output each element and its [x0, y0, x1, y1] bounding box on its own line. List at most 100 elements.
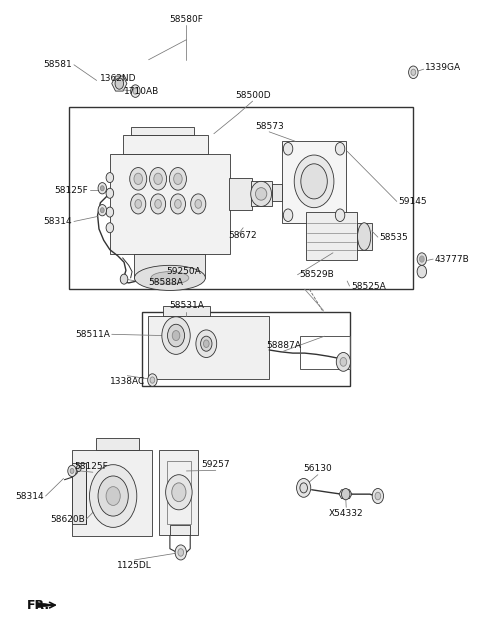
Circle shape: [300, 483, 308, 493]
Circle shape: [106, 223, 114, 233]
Circle shape: [166, 475, 192, 510]
Polygon shape: [229, 177, 252, 210]
Polygon shape: [159, 451, 198, 535]
Polygon shape: [131, 127, 193, 135]
Circle shape: [150, 377, 155, 383]
Text: 58500D: 58500D: [235, 91, 270, 100]
Circle shape: [201, 336, 212, 351]
Ellipse shape: [255, 187, 267, 200]
Circle shape: [340, 358, 347, 366]
Circle shape: [411, 69, 416, 76]
Circle shape: [100, 208, 104, 213]
Polygon shape: [163, 306, 210, 316]
Polygon shape: [339, 490, 352, 498]
Circle shape: [133, 88, 138, 94]
Circle shape: [283, 143, 293, 155]
Circle shape: [336, 209, 345, 221]
Polygon shape: [170, 526, 190, 535]
Circle shape: [408, 66, 418, 78]
Circle shape: [150, 168, 167, 190]
Text: 1710AB: 1710AB: [124, 86, 159, 95]
Polygon shape: [357, 223, 372, 250]
Circle shape: [155, 199, 161, 208]
Circle shape: [106, 173, 114, 182]
Text: 58511A: 58511A: [75, 330, 110, 339]
Polygon shape: [37, 603, 55, 608]
Circle shape: [175, 199, 181, 208]
Polygon shape: [72, 463, 86, 524]
Circle shape: [294, 155, 334, 208]
Polygon shape: [110, 154, 230, 254]
Text: 56130: 56130: [303, 464, 332, 473]
Text: 1339GA: 1339GA: [425, 63, 461, 73]
Circle shape: [131, 85, 140, 97]
Text: FR.: FR.: [27, 599, 50, 611]
Polygon shape: [96, 438, 139, 451]
Polygon shape: [272, 184, 282, 201]
Circle shape: [115, 78, 123, 89]
Circle shape: [336, 143, 345, 155]
Circle shape: [172, 483, 186, 502]
Circle shape: [106, 188, 114, 198]
Bar: [142, 312, 349, 386]
Text: 59257: 59257: [202, 460, 230, 469]
Text: 58525A: 58525A: [351, 281, 386, 290]
Circle shape: [135, 199, 142, 208]
Text: 58535: 58535: [379, 233, 408, 242]
Circle shape: [341, 488, 350, 500]
Text: 1362ND: 1362ND: [100, 74, 137, 83]
Bar: [300, 336, 349, 369]
Circle shape: [76, 465, 81, 471]
Circle shape: [106, 487, 120, 505]
Polygon shape: [148, 316, 269, 379]
Circle shape: [420, 256, 424, 262]
Polygon shape: [112, 76, 127, 91]
Text: 58588A: 58588A: [149, 278, 183, 287]
Circle shape: [417, 253, 427, 266]
Text: 58672: 58672: [228, 231, 257, 240]
Circle shape: [120, 274, 128, 284]
Text: 43777B: 43777B: [434, 254, 469, 264]
Text: X54332: X54332: [329, 509, 363, 517]
Circle shape: [90, 464, 137, 528]
Circle shape: [106, 207, 114, 217]
Circle shape: [283, 209, 293, 221]
Text: 1338AC: 1338AC: [110, 377, 145, 386]
Circle shape: [178, 549, 184, 556]
Circle shape: [375, 492, 381, 500]
Text: 58125F: 58125F: [74, 462, 108, 471]
Circle shape: [174, 173, 182, 184]
Ellipse shape: [358, 223, 371, 251]
Circle shape: [151, 194, 166, 214]
Text: 58125F: 58125F: [54, 186, 88, 194]
Text: 58314: 58314: [15, 492, 44, 500]
Text: 58531A: 58531A: [169, 302, 204, 310]
Circle shape: [195, 199, 202, 208]
Polygon shape: [122, 135, 208, 154]
Circle shape: [301, 164, 327, 199]
Text: 59250A: 59250A: [167, 267, 201, 276]
Text: 58573: 58573: [255, 122, 284, 131]
Circle shape: [98, 476, 128, 516]
Circle shape: [134, 173, 143, 184]
Circle shape: [417, 266, 427, 278]
Circle shape: [336, 353, 350, 371]
Text: 58314: 58314: [43, 217, 72, 226]
Circle shape: [98, 182, 107, 194]
Polygon shape: [134, 254, 205, 278]
Text: 59145: 59145: [398, 197, 427, 206]
Polygon shape: [282, 141, 346, 223]
Ellipse shape: [151, 271, 189, 284]
Circle shape: [100, 186, 104, 191]
Text: 58887A: 58887A: [266, 341, 301, 350]
Circle shape: [170, 194, 185, 214]
Ellipse shape: [251, 181, 272, 206]
Circle shape: [191, 194, 206, 214]
Circle shape: [162, 317, 190, 355]
Circle shape: [130, 168, 147, 190]
Circle shape: [172, 331, 180, 341]
Polygon shape: [306, 212, 357, 261]
Ellipse shape: [134, 266, 205, 290]
Circle shape: [148, 374, 157, 386]
Polygon shape: [251, 181, 272, 206]
